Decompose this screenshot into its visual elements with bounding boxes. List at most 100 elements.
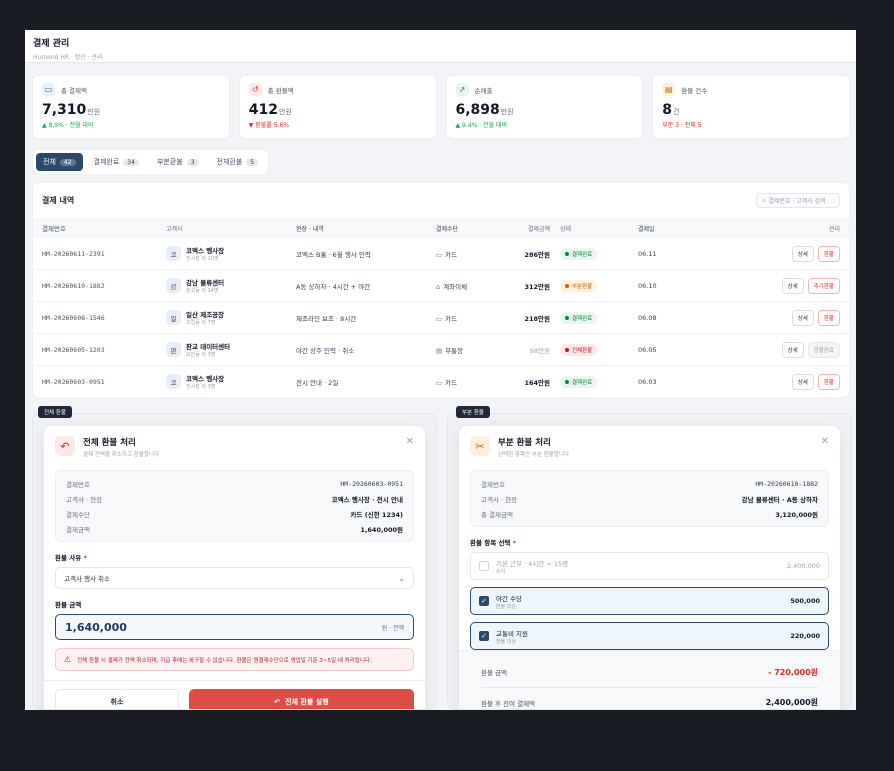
info-value: HM-20260610-1882 xyxy=(755,479,818,488)
chevron-down-icon: ⌄ xyxy=(398,573,405,583)
stat-label: 총 환불액 xyxy=(267,86,294,95)
action-button[interactable]: 환불 xyxy=(817,245,840,262)
info-row: 결제수단 카드 (신한 1234) xyxy=(66,506,403,521)
stat-value-line: 6,898만원 xyxy=(456,102,634,118)
modal-subtitle: 결제 전액을 취소하고 환불합니다 xyxy=(83,452,160,458)
stat-value-line: 7,310만원 xyxy=(42,102,220,118)
reason-select[interactable]: 고객사 행사 취소 ⌄ xyxy=(55,567,414,589)
company-text: 코엑스 행사장 전시장 외 10명 xyxy=(186,245,224,262)
cancel-button[interactable]: 취소 xyxy=(55,689,179,709)
amount: 286만원 xyxy=(524,250,550,259)
close-icon[interactable]: ✕ xyxy=(405,436,414,447)
action-button[interactable]: 상세 xyxy=(791,245,814,262)
detail: 제조라인 보조 · 8시간 xyxy=(296,314,357,323)
payment-info-box: 결제번호 HM-20260603-0951 고객사 · 현장 코엑스 행사장 · 전시… xyxy=(55,470,414,542)
modal-title: 전체 환불 처리 xyxy=(83,438,136,448)
info-value: 3,120,000원 xyxy=(775,510,818,519)
company-sub: 전시장 외 3명 xyxy=(186,384,216,390)
tab-0[interactable]: 전체 42 xyxy=(36,153,83,171)
company-name: 판교 데이터센터 xyxy=(186,343,231,351)
modal-footer: 취소 ↶ 전체 환불 실행 xyxy=(44,680,425,709)
payment-id: HM-20260605-1203 xyxy=(42,345,105,354)
table-title: 결제 내역 xyxy=(42,196,75,205)
item-name: 기본 근무 · 4시간 × 15명 xyxy=(496,559,569,568)
refund-amount-unit: 원 · 전액 xyxy=(381,624,404,632)
breadcrumb: Humend HR · 정산 · 관리 xyxy=(33,54,103,61)
tab-2[interactable]: 부분환불 3 xyxy=(150,153,206,171)
date: 06.10 xyxy=(638,281,657,290)
action-button[interactable]: 추가환불 xyxy=(807,277,840,294)
info-row: 고객사 · 현장 강남 물류센터 · A동 상하차 xyxy=(481,491,818,506)
stat-header: ▤ 환불 건수 xyxy=(662,83,840,96)
table-row: HM-20260605-1203 판 판교 데이터센터 보안동 외 3명 야간 상주 인… xyxy=(33,334,849,366)
actions-cell: 상세 환불 xyxy=(718,245,840,262)
stat-card: ↺ 총 환불액 412만원 ▼ 환불률 5.6% xyxy=(238,75,437,139)
tab-count: 5 xyxy=(246,158,259,166)
info-key: 결제번호 xyxy=(66,480,90,489)
checkbox[interactable] xyxy=(479,561,489,571)
action-button[interactable]: 상세 xyxy=(781,277,804,294)
card-icon: ▭ xyxy=(436,378,443,387)
stat-unit: 만원 xyxy=(87,108,101,116)
amount: 312만원 xyxy=(524,282,550,291)
search-input[interactable]: ⌕ 결제번호 · 고객사 검색 xyxy=(756,193,840,208)
info-key: 총 결제금액 xyxy=(481,510,513,519)
stat-value-line: 8건 xyxy=(662,102,840,118)
stat-card: ▤ 환불 건수 8건 부분 3 · 전체 5 xyxy=(652,75,850,139)
refund-item[interactable]: ✓ 교통비 지원 환불 대상 220,000 xyxy=(470,622,829,650)
company-name: 코엑스 행사장 xyxy=(186,375,225,383)
status-label: 부분환불 xyxy=(572,283,593,290)
info-key: 고객사 · 현장 xyxy=(481,495,518,504)
status-cell: 결제완료 xyxy=(550,375,638,388)
action-button[interactable]: 환불 xyxy=(817,373,840,390)
company-text: 강남 물류센터 창고동 외 14명 xyxy=(186,277,224,294)
checkbox[interactable]: ✓ xyxy=(479,631,489,641)
method-cell: ▭ 카드 xyxy=(436,313,498,323)
action-button[interactable]: 환불 xyxy=(817,309,840,326)
status-cell: 결제완료 xyxy=(550,247,638,260)
status-badge: 부분환불 xyxy=(560,279,598,292)
status-dot-icon xyxy=(565,283,569,288)
stat-value: 8 xyxy=(662,102,672,118)
actions-cell: 상세 추가환불 xyxy=(718,277,840,294)
tab-1[interactable]: 결제완료 34 xyxy=(87,153,146,171)
action-button[interactable]: 환불완료 xyxy=(807,341,840,358)
card-icon: ▤ xyxy=(436,346,443,355)
tab-count: 42 xyxy=(59,158,76,166)
tab-3[interactable]: 전체환불 5 xyxy=(210,153,266,171)
status-cell: 결제완료 xyxy=(550,311,638,324)
company-avatar: 코 xyxy=(166,374,181,389)
info-row: 결제번호 HM-20260610-1882 xyxy=(481,476,818,491)
company-sub: 조립동 외 7명 xyxy=(186,320,216,326)
refund-summary: 환불 금액 - 720,000원 환불 후 잔여 결제액 2,400,000원 xyxy=(459,650,840,709)
close-icon[interactable]: ✕ xyxy=(820,436,829,447)
refund-item[interactable]: 기본 근무 · 4시간 × 15명 유지 2,400,000 xyxy=(470,552,829,580)
checkbox[interactable]: ✓ xyxy=(479,596,489,606)
refund-item[interactable]: ✓ 야간 수당 환불 대상 500,000 xyxy=(470,587,829,615)
stat-sub: ▼ 환불률 5.6% xyxy=(248,122,289,129)
status-cell: 전체환불 xyxy=(550,343,638,356)
status-badge: 전체환불 xyxy=(560,343,598,356)
status-cell: 부분환불 xyxy=(550,279,638,292)
stat-label: 순매출 xyxy=(474,86,493,95)
date: 06.03 xyxy=(638,377,657,386)
detail: 야간 상주 인력 · 취소 xyxy=(296,346,355,355)
action-button[interactable]: 상세 xyxy=(791,373,814,390)
amount: 218만원 xyxy=(524,314,550,323)
col-header: 결제수단 xyxy=(436,225,459,233)
pane-tag-full: 전체 환불 xyxy=(38,406,72,418)
action-button[interactable]: 상세 xyxy=(781,341,804,358)
item-amount: 500,000 xyxy=(790,597,820,605)
refund-amount-input[interactable]: 1,640,000 원 · 전액 xyxy=(55,614,414,640)
amount: 98만원 xyxy=(529,346,550,355)
stat-card: ↗ 순매출 6,898만원 ▲ 9.4% · 전월 대비 xyxy=(445,75,644,139)
action-button[interactable]: 상세 xyxy=(791,309,814,326)
method: 무통장 xyxy=(445,346,464,355)
method: 카드 xyxy=(445,250,458,259)
col-header: 현장 · 내역 xyxy=(296,225,324,233)
item-text: 기본 근무 · 4시간 × 15명 유지 xyxy=(496,558,568,575)
status-label: 결제완료 xyxy=(572,251,593,258)
execute-full-refund-button[interactable]: ↶ 전체 환불 실행 xyxy=(189,689,414,709)
company-cell: 판 판교 데이터센터 보안동 외 3명 xyxy=(166,341,296,358)
status-label: 결제완료 xyxy=(572,315,593,322)
